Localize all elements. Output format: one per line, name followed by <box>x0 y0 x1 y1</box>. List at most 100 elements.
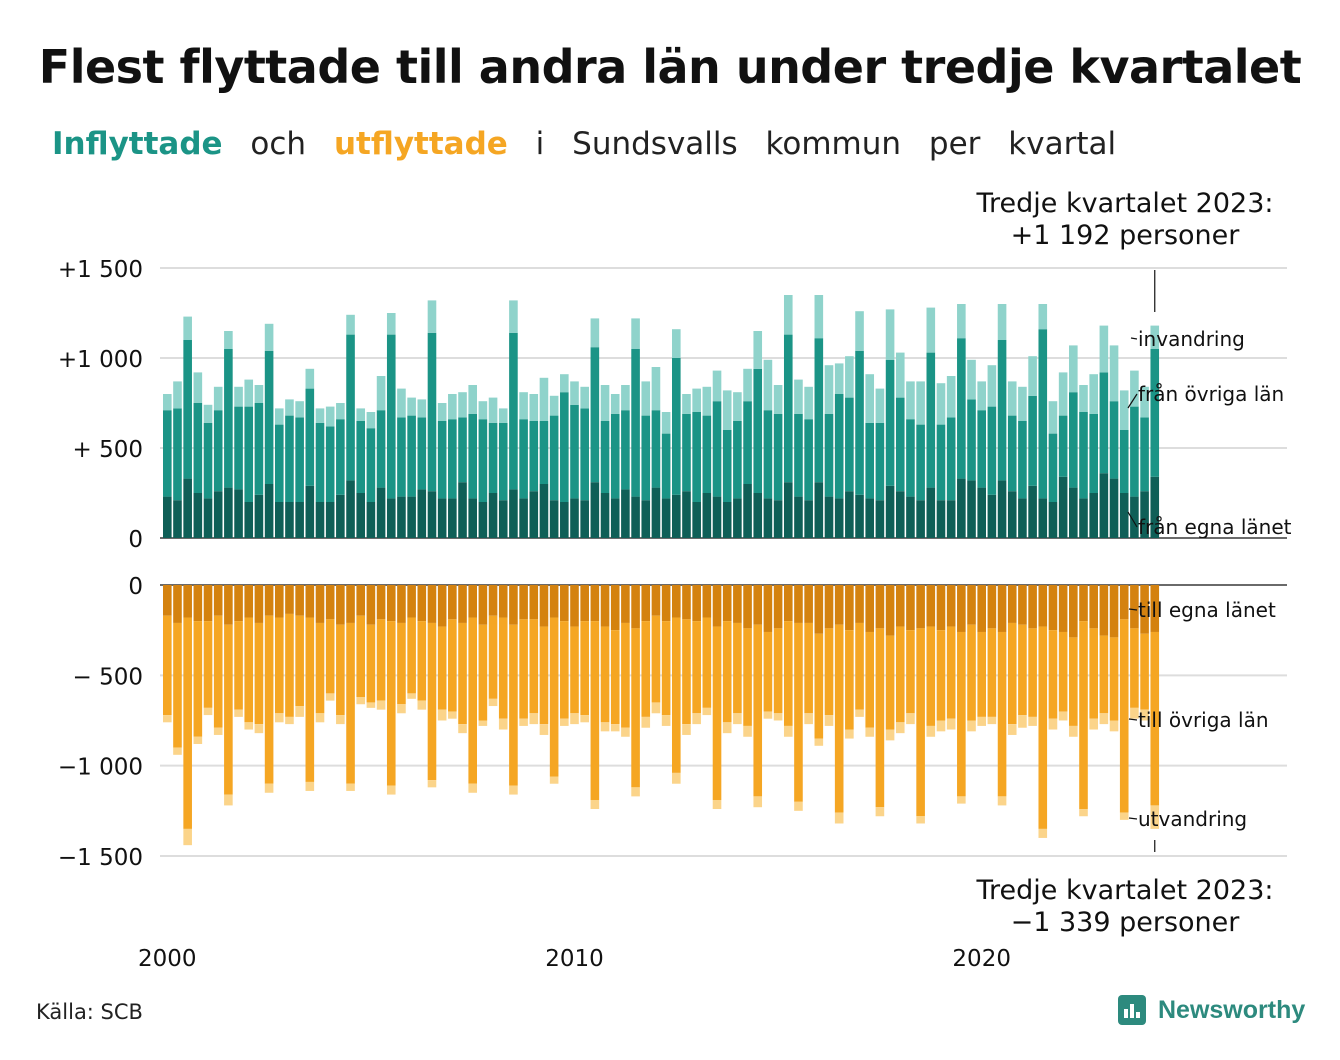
bar-in-own <box>1140 491 1149 538</box>
bar-out-other <box>773 628 783 714</box>
bar-in-other <box>977 410 986 488</box>
bar-in-immigration <box>407 397 416 416</box>
bar-in-immigration <box>855 311 864 351</box>
bar-in-immigration <box>783 295 793 335</box>
bar-in-own <box>977 487 986 538</box>
bar-out-own <box>967 585 976 625</box>
bar-out-other <box>783 621 793 726</box>
bar-out-emigration <box>977 716 986 726</box>
bar-in-own <box>509 489 518 538</box>
series-label-leader <box>1128 718 1138 721</box>
bar-out-own <box>590 585 600 622</box>
bar-out-other <box>957 631 966 797</box>
bar-in-own <box>661 498 671 538</box>
bar-in-own <box>733 498 742 538</box>
bar-in-other <box>478 419 488 502</box>
bar-in-immigration <box>244 379 254 407</box>
bar-in-own <box>875 500 885 538</box>
bar-out-emigration <box>773 713 783 721</box>
bar-out-emigration <box>1099 713 1109 725</box>
bar-out-own <box>509 585 518 625</box>
bar-in-immigration <box>773 385 783 414</box>
bar-in-immigration <box>1069 345 1078 393</box>
bar-out-own <box>712 585 722 627</box>
bar-in-immigration <box>1099 325 1109 373</box>
bar-out-own <box>946 585 956 627</box>
bar-out-emigration <box>213 727 223 735</box>
bar-in-own <box>1018 498 1027 538</box>
bar-out-emigration <box>794 801 803 811</box>
bar-out-emigration <box>366 702 376 708</box>
bar-out-other <box>437 626 447 710</box>
bar-out-own <box>722 585 732 622</box>
bar-in-own <box>325 502 335 538</box>
bar-in-other <box>865 422 875 499</box>
bar-in-other <box>743 401 752 484</box>
bar-in-immigration <box>570 381 579 405</box>
chart-title: Flest flyttade till andra län under tred… <box>38 40 1302 94</box>
bar-in-immigration <box>1038 304 1048 330</box>
bar-out-emigration <box>376 700 386 710</box>
bar-in-own <box>906 496 915 538</box>
bar-in-other <box>957 338 966 479</box>
bar-out-other <box>885 635 895 730</box>
bar-out-other <box>804 622 813 714</box>
bar-in-own <box>234 489 243 538</box>
bar-out-own <box>692 585 701 622</box>
bar-out-own <box>845 585 854 631</box>
bar-in-immigration <box>325 406 335 427</box>
bar-out-emigration <box>488 698 498 707</box>
bar-in-other <box>305 388 315 486</box>
bar-out-own <box>254 585 264 623</box>
bar-in-immigration <box>753 331 763 369</box>
bar-in-immigration <box>977 381 986 411</box>
bar-out-own <box>855 585 864 623</box>
bar-in-other <box>1048 433 1058 502</box>
bar-out-other <box>895 626 905 723</box>
bar-in-immigration <box>967 359 976 400</box>
bar-in-immigration <box>1058 372 1068 416</box>
bar-in-immigration <box>926 307 936 353</box>
bar-in-other <box>213 410 223 492</box>
bar-in-own <box>743 484 752 538</box>
bar-out-other <box>315 622 325 714</box>
bar-out-emigration <box>1140 709 1149 721</box>
bar-in-own <box>224 487 233 538</box>
bar-out-own <box>783 585 793 622</box>
bar-in-immigration <box>641 381 651 416</box>
bar-out-other <box>946 626 956 719</box>
bar-in-other <box>397 417 406 497</box>
bar-out-own <box>376 585 386 620</box>
bar-out-own <box>427 585 437 623</box>
subtitle-word: och <box>250 126 307 162</box>
bar-in-own <box>346 480 355 538</box>
bar-out-own <box>478 585 488 625</box>
bar-out-own <box>1028 585 1037 629</box>
bar-in-other <box>1130 406 1139 497</box>
bar-in-other <box>895 397 905 492</box>
bar-in-immigration <box>580 386 589 409</box>
bar-out-other <box>570 626 579 714</box>
bar-in-other <box>834 394 844 499</box>
bar-in-immigration <box>1140 386 1149 418</box>
bar-in-other <box>386 334 396 499</box>
source-text: Källa: SCB <box>36 1000 143 1024</box>
bar-out-own <box>234 585 243 622</box>
bar-out-other <box>397 622 406 705</box>
bar-out-own <box>1048 585 1058 631</box>
bar-out-other <box>549 617 559 777</box>
bar-in-immigration <box>417 399 427 418</box>
bar-in-own <box>702 493 712 538</box>
y-tick-label: + 500 <box>73 437 143 463</box>
bar-out-emigration <box>957 796 966 804</box>
bar-out-other <box>183 617 192 829</box>
bar-out-emigration <box>621 727 630 737</box>
bar-out-own <box>295 585 304 616</box>
bar-out-own <box>1079 585 1088 622</box>
bar-in-other <box>967 399 976 481</box>
bar-in-immigration <box>865 374 875 423</box>
bar-out-emigration <box>763 711 773 719</box>
series-label-out-other: till övriga län <box>1138 708 1269 732</box>
bar-in-other <box>712 401 722 497</box>
bar-out-own <box>794 585 803 623</box>
